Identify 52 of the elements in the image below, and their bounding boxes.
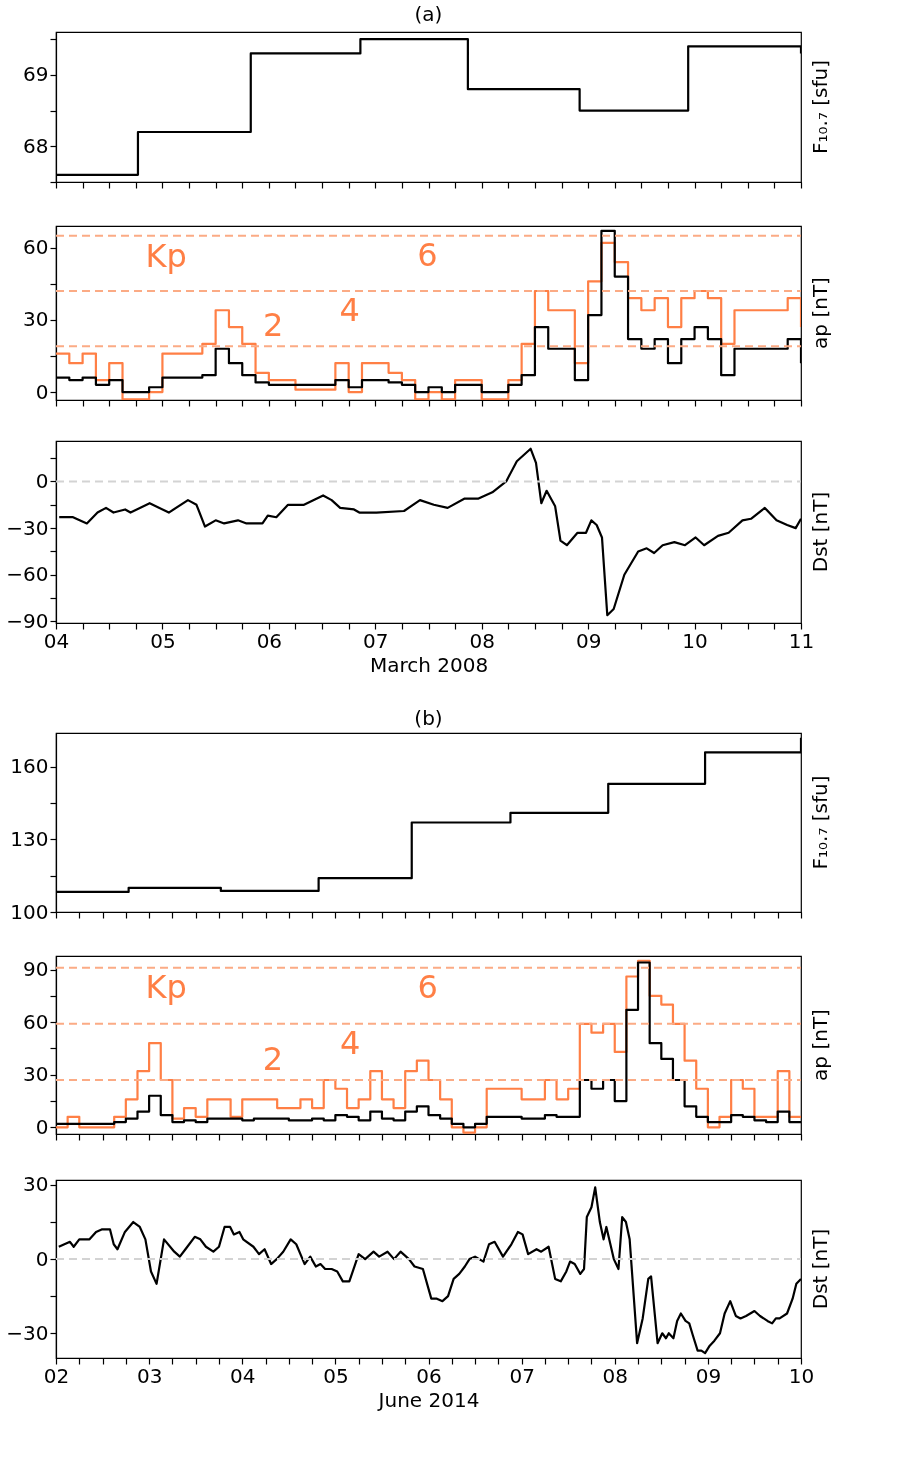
series-label: Kp bbox=[145, 968, 187, 1007]
y-axis-title: ap [nT] bbox=[808, 277, 832, 349]
y-tick-label: 60 bbox=[23, 235, 49, 260]
x-tick-label: 08 bbox=[602, 1363, 628, 1388]
x-tick-label: 02 bbox=[43, 1363, 70, 1388]
y-axis-title: ap [nT] bbox=[808, 1009, 832, 1081]
y-tick-label: 69 bbox=[23, 62, 49, 87]
y-tick-label: 100 bbox=[10, 899, 49, 924]
y-tick-label: 0 bbox=[35, 1114, 49, 1139]
x-tick-label: 08 bbox=[469, 628, 495, 653]
y-tick-label: 30 bbox=[23, 1172, 49, 1197]
x-axis-title: March 2008 bbox=[369, 652, 489, 677]
x-tick-label: 05 bbox=[150, 628, 176, 653]
annotation: 6 bbox=[417, 967, 438, 1006]
y-axis-title: Dst [nT] bbox=[808, 491, 832, 573]
y-tick-label: 30 bbox=[23, 1062, 49, 1087]
y-tick-label: −30 bbox=[6, 515, 49, 540]
annotation: 6 bbox=[417, 235, 438, 274]
x-tick-label: 09 bbox=[695, 1363, 722, 1388]
y-tick-label: 0 bbox=[35, 468, 49, 493]
x-tick-label: 06 bbox=[256, 628, 283, 653]
y-tick-label: 60 bbox=[23, 1009, 49, 1034]
chart-title: (a) bbox=[414, 2, 443, 27]
annotation: 2 bbox=[262, 306, 284, 345]
x-tick-label: 10 bbox=[788, 1363, 815, 1388]
x-tick-label: 06 bbox=[416, 1363, 442, 1388]
y-axis-title: Dst [nT] bbox=[808, 1228, 832, 1310]
y-tick-label: 0 bbox=[35, 1246, 49, 1271]
y-tick-label: 90 bbox=[23, 957, 49, 981]
annotation: 4 bbox=[339, 290, 360, 329]
x-tick-label: 05 bbox=[323, 1363, 349, 1388]
x-tick-label: 10 bbox=[682, 628, 708, 653]
y-tick-label: 68 bbox=[23, 133, 49, 158]
annotation: 2 bbox=[262, 1039, 284, 1078]
x-axis-title: June 2014 bbox=[376, 1387, 480, 1412]
annotation: 4 bbox=[340, 1023, 361, 1062]
x-tick-label: 11 bbox=[788, 628, 815, 653]
y-axis-title: F₁₀.₇ [sfu] bbox=[808, 59, 832, 155]
x-tick-label: 07 bbox=[509, 1363, 535, 1388]
y-tick-label: 130 bbox=[10, 826, 49, 851]
series-label: Kp bbox=[145, 237, 187, 276]
x-tick-label: 07 bbox=[363, 628, 389, 653]
x-tick-label: 09 bbox=[575, 628, 602, 653]
y-tick-label: −30 bbox=[6, 1320, 49, 1345]
y-tick-label: 160 bbox=[10, 754, 49, 779]
y-axis-title: F₁₀.₇ [sfu] bbox=[808, 775, 832, 870]
chart-title: (b) bbox=[414, 706, 443, 730]
y-tick-label: −60 bbox=[6, 562, 49, 587]
x-tick-label: 04 bbox=[230, 1363, 256, 1388]
y-tick-label: 30 bbox=[23, 307, 49, 332]
x-tick-label: 03 bbox=[136, 1363, 163, 1388]
y-tick-label: 0 bbox=[35, 379, 49, 404]
